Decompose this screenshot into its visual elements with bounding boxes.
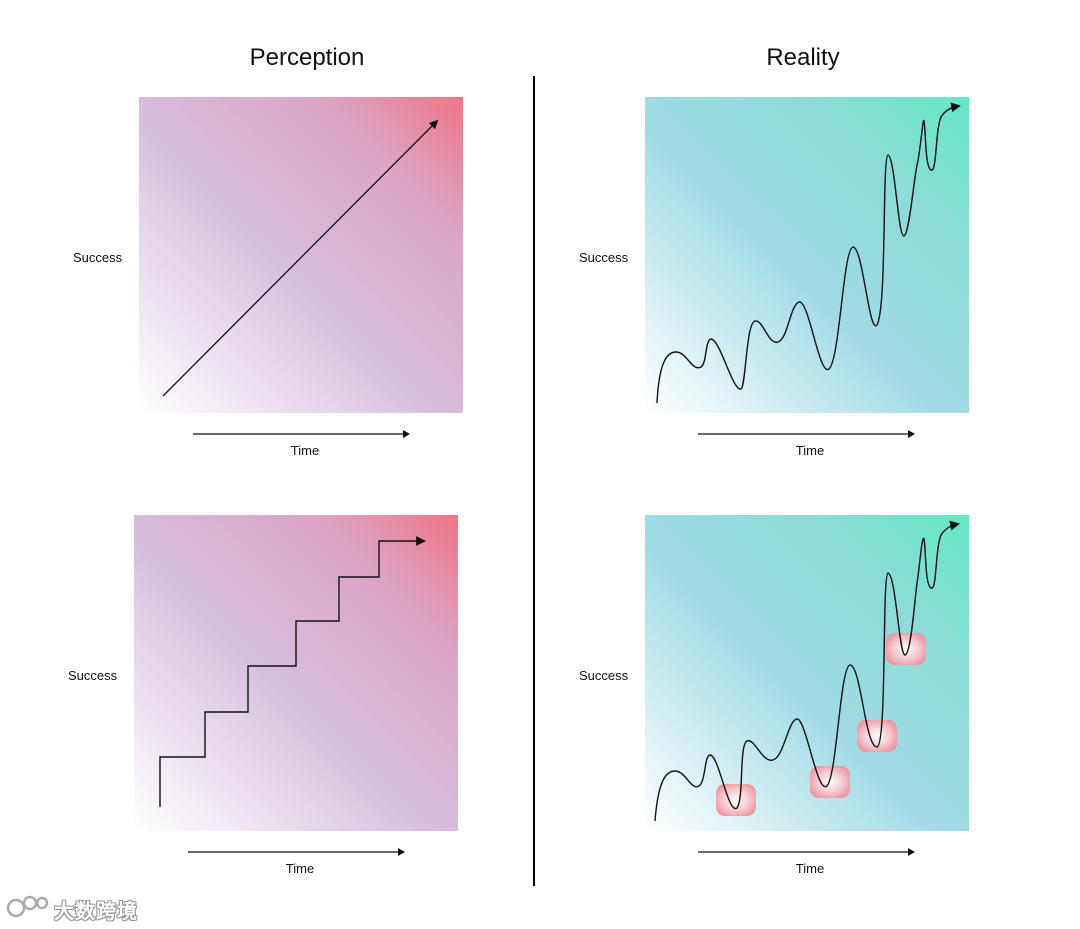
wavy-growth-line bbox=[656, 102, 961, 404]
success-label: Success bbox=[579, 250, 629, 265]
setback-highlight bbox=[810, 766, 850, 798]
plot-background bbox=[134, 515, 458, 831]
time-axis-arrow bbox=[698, 427, 918, 439]
watermark-text: 大数跨境 bbox=[54, 900, 138, 923]
success-label: Success bbox=[73, 250, 123, 265]
time-label: Time bbox=[795, 443, 825, 458]
time-label: Time bbox=[795, 861, 825, 876]
stair-step-line bbox=[159, 536, 426, 807]
time-axis-arrow bbox=[188, 845, 408, 857]
reality-heading: Reality bbox=[766, 44, 840, 71]
perception-heading: Perception bbox=[249, 44, 365, 71]
watermark: 大数跨境 bbox=[6, 893, 138, 925]
time-label: Time bbox=[290, 443, 320, 458]
center-divider bbox=[533, 76, 535, 886]
reality-wavy-plot bbox=[645, 97, 969, 413]
time-label: Time bbox=[285, 861, 315, 876]
logo-icon bbox=[6, 893, 50, 926]
time-axis-arrow bbox=[698, 845, 918, 857]
plot-background bbox=[645, 97, 969, 413]
time-axis-arrow bbox=[193, 427, 413, 439]
reality-setbacks-plot bbox=[645, 515, 969, 831]
success-label: Success bbox=[579, 668, 629, 683]
plot-background bbox=[645, 515, 969, 831]
success-label: Success bbox=[68, 668, 118, 683]
perception-steps-plot bbox=[134, 515, 458, 831]
wavy-growth-line bbox=[654, 520, 960, 822]
perception-linear-plot bbox=[139, 97, 463, 413]
setback-highlight bbox=[716, 784, 756, 816]
linear-growth-line bbox=[162, 119, 439, 397]
setback-highlight bbox=[886, 633, 926, 665]
